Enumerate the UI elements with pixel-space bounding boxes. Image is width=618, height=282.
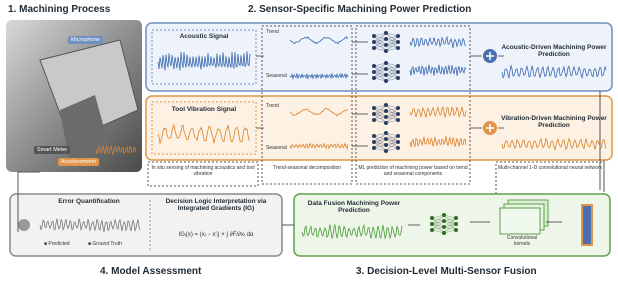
nn-node [372, 76, 376, 80]
box-title: Data Fusion Machining Power Prediction [304, 200, 404, 214]
caption: Trend-seasonal decomposition [264, 166, 350, 172]
nn-node [372, 46, 376, 50]
signal-title: Tool Vibration Signal [152, 106, 256, 113]
component-label: Trend [266, 30, 279, 36]
component-label: Trend [266, 104, 279, 110]
nn-node [384, 73, 388, 77]
nn-node [442, 213, 446, 217]
nn-node [396, 140, 400, 144]
nn-node [442, 225, 446, 229]
nn-node [372, 118, 376, 122]
kernel [500, 208, 540, 234]
nn-node [372, 146, 376, 150]
nn-node [372, 40, 376, 44]
nn-node [372, 70, 376, 74]
nn-node [430, 216, 434, 220]
nn-node [372, 106, 376, 110]
nn-node [396, 134, 400, 138]
section-title: 1. Machining Process [8, 4, 110, 15]
component-label: Seasonal [266, 146, 287, 152]
section-title: 4. Model Assessment [100, 266, 201, 277]
nn-node [372, 112, 376, 116]
nn-node [396, 46, 400, 50]
box-title: Error Quantification [34, 198, 144, 205]
node [18, 219, 30, 231]
nn-node [396, 40, 400, 44]
nn-node [372, 140, 376, 144]
nn-node [384, 61, 388, 65]
nn-node [384, 115, 388, 119]
nn-node [384, 149, 388, 153]
nn-node [384, 103, 388, 107]
nn-node [384, 37, 388, 41]
caption: Convolutional kernels [500, 236, 544, 247]
legend-text: Ground Truth [92, 241, 121, 247]
nn-node [384, 43, 388, 47]
nn-node [454, 216, 458, 220]
nn-node [442, 219, 446, 223]
nn-node [396, 70, 400, 74]
box-title: Decision Logic Interpretation via Integr… [154, 198, 278, 212]
nn-node [396, 112, 400, 116]
nn-node [384, 131, 388, 135]
caption: Multi-channel 1-D convolutional neural n… [498, 166, 602, 172]
channel-stack [582, 205, 592, 245]
sensor-label: Smart Meter [34, 146, 70, 154]
nn-node [372, 34, 376, 38]
component-label: Seasonal [266, 74, 287, 80]
nn-node [384, 31, 388, 35]
nn-node [396, 34, 400, 38]
nn-node [454, 222, 458, 226]
legend-item: ■ Predicted [44, 242, 70, 248]
prediction-title: Vibration-Driven Machining Power Predict… [500, 115, 608, 129]
nn-node [396, 118, 400, 122]
nn-node [384, 79, 388, 83]
signal-title: Acoustic Signal [152, 33, 256, 40]
nn-node [372, 64, 376, 68]
nn-node [384, 109, 388, 113]
nn-node [430, 228, 434, 232]
nn-node [396, 146, 400, 150]
sensor-label: Microphone [68, 36, 103, 44]
nn-node [384, 143, 388, 147]
section-title: 3. Decision-Level Multi-Sensor Fusion [356, 266, 537, 277]
prediction-title: Acoustic-Driven Machining Power Predicti… [500, 44, 608, 58]
sensor-label: Accelerometer [58, 158, 99, 166]
nn-node [384, 121, 388, 125]
section-title: 2. Sensor-Specific Machining Power Predi… [248, 4, 471, 15]
nn-node [396, 64, 400, 68]
caption: ML prediction of machining power based o… [358, 166, 468, 177]
formula: IGᵢ(x) = (xᵢ − x′ᵢ) × ∫ ∂F/∂xᵢ dα [154, 232, 278, 239]
legend-item: ■ Ground Truth [88, 242, 122, 248]
nn-node [430, 222, 434, 226]
nn-node [442, 231, 446, 235]
nn-node [396, 76, 400, 80]
diagram: 1. Machining Process 2. Sensor-Specific … [0, 0, 618, 282]
nn-node [454, 228, 458, 232]
caption: In situ sensing of machining acoustics a… [150, 166, 256, 177]
nn-node [396, 106, 400, 110]
nn-node [384, 49, 388, 53]
nn-node [384, 137, 388, 141]
nn-node [372, 134, 376, 138]
nn-node [384, 67, 388, 71]
legend-text: Predicted [48, 241, 69, 247]
